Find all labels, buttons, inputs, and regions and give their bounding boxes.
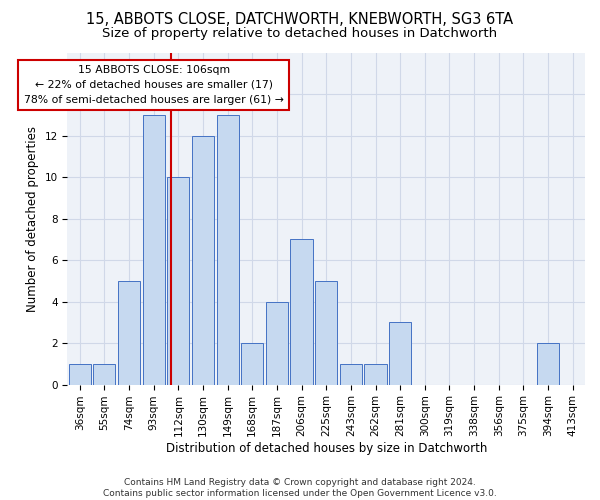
Bar (143, 115, 165, 384)
Bar (266, 302, 288, 384)
Text: Contains HM Land Registry data © Crown copyright and database right 2024.
Contai: Contains HM Land Registry data © Crown c… (103, 478, 497, 498)
Bar (241, 343, 263, 384)
Bar (94, 364, 115, 384)
Y-axis label: Number of detached properties: Number of detached properties (26, 126, 39, 312)
Bar (290, 240, 313, 384)
Bar (340, 364, 362, 384)
Bar (364, 364, 386, 384)
Bar (217, 115, 239, 384)
Bar (537, 343, 559, 384)
Text: 15, ABBOTS CLOSE, DATCHWORTH, KNEBWORTH, SG3 6TA: 15, ABBOTS CLOSE, DATCHWORTH, KNEBWORTH,… (86, 12, 514, 28)
Bar (315, 281, 337, 384)
Text: 15 ABBOTS CLOSE: 106sqm
← 22% of detached houses are smaller (17)
78% of semi-de: 15 ABBOTS CLOSE: 106sqm ← 22% of detache… (24, 65, 284, 104)
X-axis label: Distribution of detached houses by size in Datchworth: Distribution of detached houses by size … (166, 442, 487, 455)
Bar (192, 136, 214, 384)
Text: Size of property relative to detached houses in Datchworth: Size of property relative to detached ho… (103, 28, 497, 40)
Bar (389, 322, 411, 384)
Bar (167, 177, 190, 384)
Bar (68, 364, 91, 384)
Bar (118, 281, 140, 384)
